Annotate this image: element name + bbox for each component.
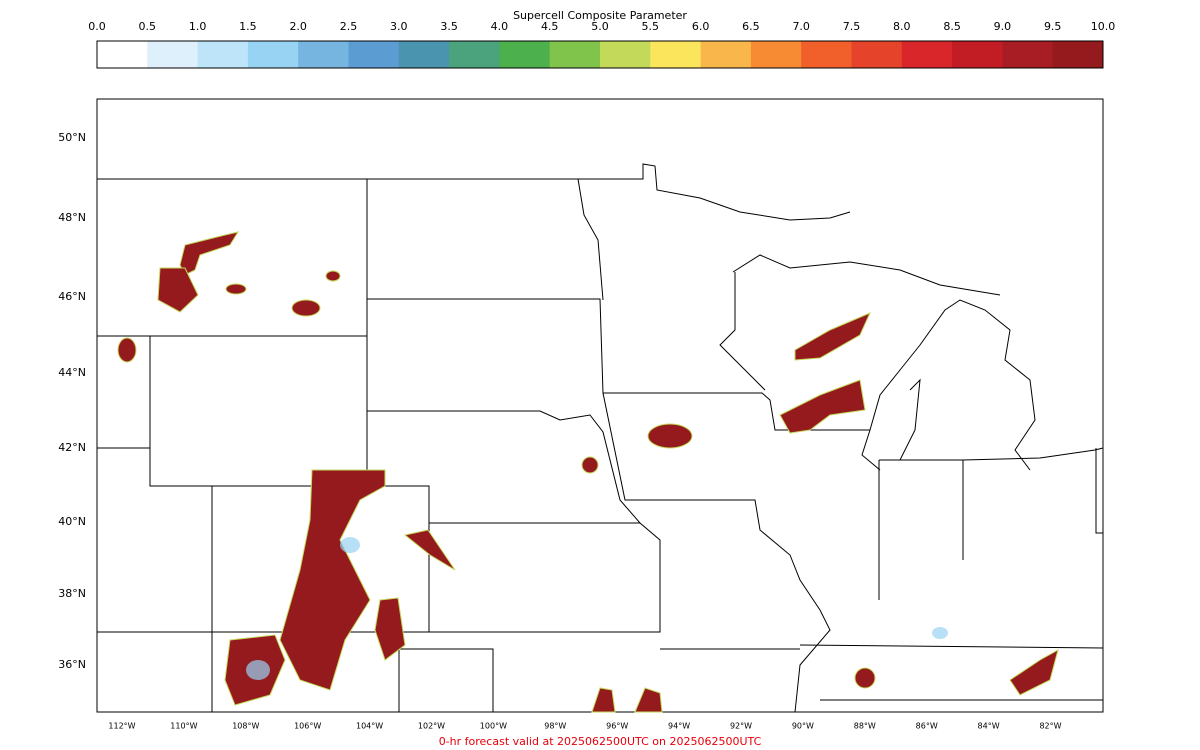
state-borders [97,163,1104,713]
colorbar-tick-label: 1.5 [239,20,257,33]
lon-label: 98°W [544,722,566,731]
footer: 0-hr forecast valid at 2025062500UTC on … [439,735,762,748]
colorbar-cell [247,41,299,68]
colorbar-tick-label: 9.0 [994,20,1012,33]
colorbar-cell [1002,41,1054,68]
colorbar-tick-label: 2.0 [289,20,307,33]
lon-label: 106°W [294,722,321,731]
lon-label: 112°W [108,722,135,731]
lat-label: 50°N [58,131,86,144]
colorbar-cell [801,41,852,68]
map-frame [96,98,1104,713]
lon-label: 110°W [170,722,197,731]
lat-label: 42°N [58,441,86,454]
colorbar-tick-label: 3.0 [390,20,408,33]
lat-label: 48°N [58,211,86,224]
colorbar-cell [1052,41,1104,68]
lon-label: 104°W [356,722,383,731]
colorbar-tick-label: 10.0 [1091,20,1116,33]
lat-label: 40°N [58,515,86,528]
colorbar-cell [449,41,500,68]
colorbar-tick-label: 5.5 [642,20,660,33]
lon-label: 88°W [854,722,876,731]
colorbar-cell [197,41,249,68]
colorbar-title: Supercell Composite Parameter [513,9,687,22]
colorbar-cell [700,41,752,68]
colorbar-tick-label: 6.0 [692,20,710,33]
longitude-labels: 112°W 110°W 108°W 106°W 104°W 102°W 100°W 98°W 9… [108,722,1061,731]
lat-label: 36°N [58,658,86,671]
colorbar-cell [499,41,551,68]
colorbar-tick-label: 9.5 [1044,20,1062,33]
lat-label: 46°N [58,290,86,303]
lat-label: 38°N [58,587,86,600]
lon-label: 84°W [978,722,1000,731]
colorbar-cell [398,41,450,68]
colorbar-cell [97,41,148,68]
colorbar-cell [147,41,199,68]
lon-label: 90°W [792,722,814,731]
colorbar-tick-label: 7.5 [843,20,861,33]
colorbar-tick-label: 1.0 [189,20,207,33]
colorbar-tick-label: 0.0 [88,20,106,33]
lat-label: 44°N [58,366,86,379]
colorbar-cell [298,41,349,68]
lon-label: 82°W [1039,722,1061,731]
colorbar-tick-label: 8.5 [943,20,961,33]
lon-label: 94°W [668,722,690,731]
latitude-labels: 50°N 48°N 46°N 44°N 42°N 40°N 38°N 36°N [58,131,86,671]
colorbar-tick-label: 2.5 [340,20,358,33]
colorbar-tick-label: 6.5 [742,20,760,33]
colorbar-frame [96,40,1104,69]
lon-label: 100°W [480,722,507,731]
colorbar-tick-label: 5.0 [591,20,609,33]
storm-areas [117,231,1059,713]
colorbar-tick-label: 3.5 [440,20,458,33]
colorbar-cell [650,41,702,68]
map [96,98,1104,713]
lon-label: 86°W [916,722,938,731]
lon-label: 102°W [418,722,445,731]
lon-label: 108°W [232,722,259,731]
lon-label: 92°W [730,722,752,731]
colorbar-tick-label: 0.5 [139,20,157,33]
colorbar-cell [901,41,953,68]
colorbar-cell [952,41,1003,68]
colorbar-cell [600,41,651,68]
colorbar-cell [348,41,400,68]
colorbar-tick-label: 4.0 [491,20,509,33]
colorbar-cell [851,41,903,68]
colorbar-tick-label: 8.0 [893,20,911,33]
colorbar-tick-label: 4.5 [541,20,559,33]
colorbar: 0.0 0.5 1.0 1.5 2.0 2.5 3.0 3.5 4.0 4.5 5.0 5.5 6.0 6… [88,20,1116,69]
colorbar-cell [549,41,601,68]
lon-label: 96°W [606,722,628,731]
colorbar-cell [750,41,802,68]
colorbar-tick-label: 7.0 [792,20,810,33]
